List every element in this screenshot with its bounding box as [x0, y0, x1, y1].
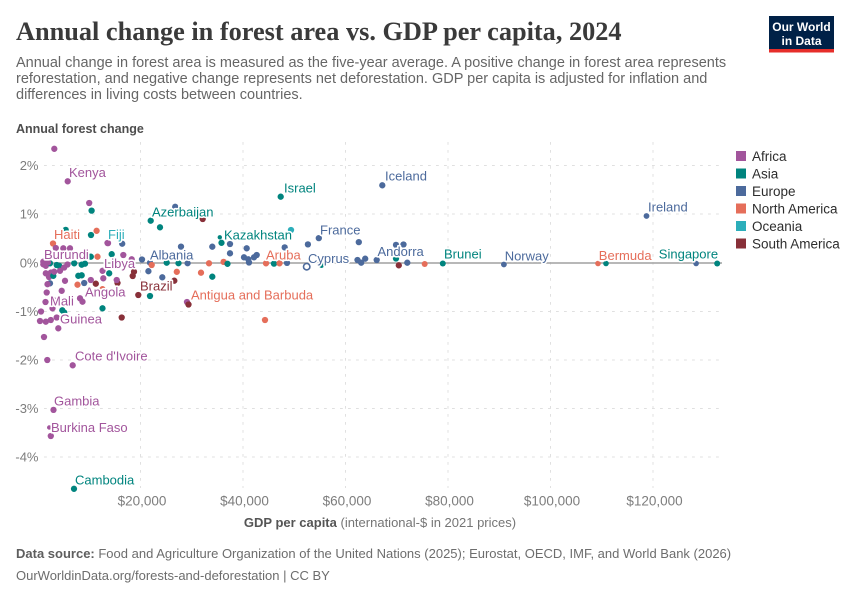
svg-text:Singapore: Singapore: [659, 247, 718, 262]
svg-text:South America: South America: [752, 237, 840, 252]
svg-text:OurWorldinData.org/forests-and: OurWorldinData.org/forests-and-deforesta…: [16, 568, 330, 583]
svg-text:Annual change in forest area i: Annual change in forest area is measured…: [16, 55, 726, 71]
svg-text:Burkina Faso: Burkina Faso: [51, 420, 128, 435]
svg-text:Haiti: Haiti: [54, 227, 80, 242]
svg-text:Mali: Mali: [50, 294, 74, 309]
svg-text:Our World: Our World: [772, 20, 830, 34]
svg-text:1%: 1%: [20, 207, 39, 222]
svg-text:Annual change in forest area v: Annual change in forest area vs. GDP per…: [16, 17, 622, 46]
svg-text:Brazil: Brazil: [140, 279, 173, 294]
svg-text:Antigua and Barbuda: Antigua and Barbuda: [191, 288, 314, 303]
svg-text:Europe: Europe: [752, 184, 796, 199]
svg-text:Azerbaijan: Azerbaijan: [152, 205, 213, 220]
svg-text:-2%: -2%: [15, 353, 39, 368]
svg-text:Brunei: Brunei: [444, 247, 482, 262]
svg-text:-4%: -4%: [15, 450, 39, 465]
svg-text:$100,000: $100,000: [524, 494, 580, 509]
svg-text:Iceland: Iceland: [385, 169, 427, 184]
svg-text:GDP per capita (international-: GDP per capita (international-$ in 2021 …: [244, 515, 516, 530]
svg-text:Kazakhstan: Kazakhstan: [224, 228, 292, 243]
svg-text:differences in living costs be: differences in living costs between coun…: [16, 87, 303, 103]
svg-text:0%: 0%: [20, 256, 39, 271]
svg-text:$80,000: $80,000: [425, 494, 474, 509]
svg-text:Bermuda: Bermuda: [599, 248, 653, 263]
svg-text:Fiji: Fiji: [108, 227, 125, 242]
svg-text:Data source: Food and Agricult: Data source: Food and Agriculture Organi…: [16, 546, 731, 561]
svg-text:Angola: Angola: [85, 285, 126, 300]
svg-text:Gambia: Gambia: [54, 394, 100, 409]
svg-text:$20,000: $20,000: [118, 494, 167, 509]
svg-text:Andorra: Andorra: [378, 244, 425, 259]
svg-text:Asia: Asia: [752, 167, 779, 182]
svg-text:$120,000: $120,000: [626, 494, 682, 509]
svg-text:Aruba: Aruba: [266, 248, 301, 263]
svg-text:Africa: Africa: [752, 149, 787, 164]
svg-text:reforestation, and negative ch: reforestation, and negative change repre…: [16, 71, 707, 87]
svg-text:$40,000: $40,000: [220, 494, 269, 509]
svg-text:in Data: in Data: [781, 34, 821, 48]
svg-text:Oceania: Oceania: [752, 219, 803, 234]
svg-text:Albania: Albania: [150, 248, 194, 263]
svg-text:-3%: -3%: [15, 401, 39, 416]
svg-text:Norway: Norway: [505, 249, 550, 264]
svg-text:Ireland: Ireland: [648, 200, 688, 215]
svg-text:Burundi: Burundi: [44, 247, 89, 262]
svg-text:Cyprus: Cyprus: [308, 251, 350, 266]
svg-text:Annual forest change: Annual forest change: [16, 122, 144, 136]
svg-text:$60,000: $60,000: [323, 494, 372, 509]
svg-text:Cote d'Ivoire: Cote d'Ivoire: [75, 349, 148, 364]
svg-text:Israel: Israel: [284, 181, 316, 196]
svg-text:France: France: [320, 223, 360, 238]
svg-text:North America: North America: [752, 202, 838, 217]
svg-text:Guinea: Guinea: [60, 312, 103, 327]
svg-text:-1%: -1%: [15, 304, 39, 319]
svg-text:Libya: Libya: [104, 256, 136, 271]
svg-text:2%: 2%: [20, 158, 39, 173]
svg-text:Cambodia: Cambodia: [75, 473, 135, 488]
svg-text:Kenya: Kenya: [69, 165, 107, 180]
